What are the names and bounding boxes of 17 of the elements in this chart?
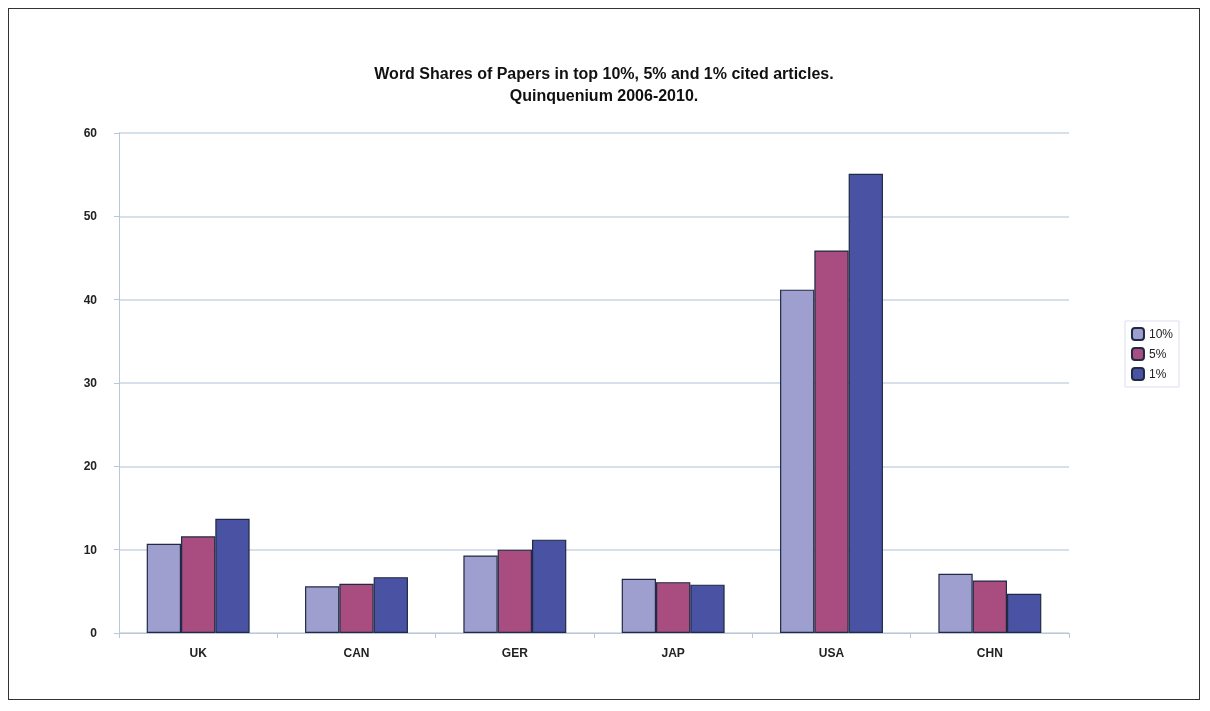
x-tick-label: GER — [501, 646, 529, 660]
y-tick-label: 60 — [83, 126, 98, 140]
legend-label: 5% — [1148, 347, 1167, 361]
x-tick-label: UK — [189, 646, 208, 660]
y-tick-label: 50 — [83, 209, 98, 224]
x-tick-label: CHN — [976, 646, 1003, 660]
y-tick-label: 30 — [83, 376, 98, 390]
y-tick-label: 10 — [83, 542, 98, 557]
chart-title: Word Shares of Papers in top 10%, 5% and 1% cited articles. Quinquenium 2006-2010. — [374, 64, 834, 104]
y-tick-label: 40 — [83, 292, 98, 307]
legend-label: 1% — [1148, 367, 1167, 381]
legend-label: 10% — [1148, 327, 1174, 341]
y-tick-label: 20 — [83, 459, 98, 474]
y-tick-label: 0 — [90, 626, 98, 640]
x-tick-label: USA — [818, 646, 845, 660]
x-tick-label: JAP — [661, 646, 685, 660]
x-tick-label: CAN — [343, 646, 370, 660]
